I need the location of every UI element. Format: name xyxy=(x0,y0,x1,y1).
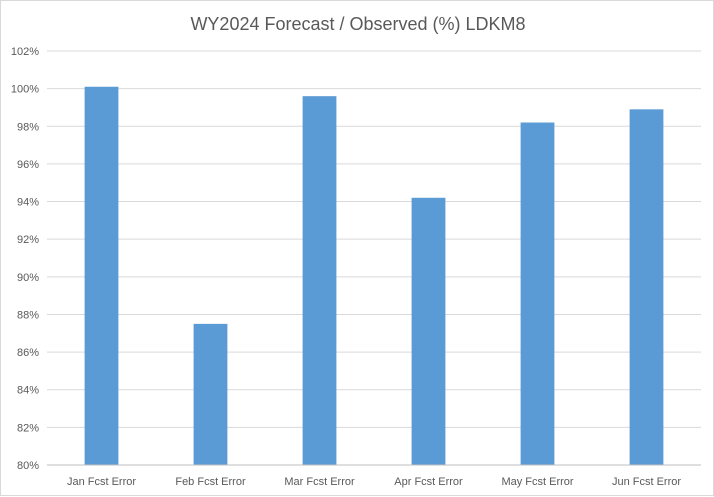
bar-3 xyxy=(302,96,337,465)
y-tick-label: 98% xyxy=(17,121,39,133)
bars xyxy=(84,86,664,466)
y-tick-label: 90% xyxy=(17,272,39,284)
bar-1 xyxy=(84,86,119,465)
y-tick-label: 80% xyxy=(17,460,39,472)
y-tick-label: 102% xyxy=(11,46,39,58)
x-tick-label: May Fcst Error xyxy=(501,476,573,488)
bar-2 xyxy=(193,323,228,465)
x-axis: Jan Fcst Error Feb Fcst Error Mar Fcst Err… xyxy=(67,476,681,488)
bar-5 xyxy=(520,122,555,465)
bar-6 xyxy=(629,109,664,465)
x-tick-label: Mar Fcst Error xyxy=(284,476,355,488)
y-tick-label: 92% xyxy=(17,234,39,246)
y-tick-label: 86% xyxy=(17,347,39,359)
y-tick-label: 96% xyxy=(17,159,39,171)
y-tick-label: 82% xyxy=(17,422,39,434)
y-tick-label: 100% xyxy=(11,84,39,96)
y-tick-label: 88% xyxy=(17,309,39,321)
bar-4 xyxy=(411,197,446,466)
x-tick-label: Apr Fcst Error xyxy=(394,476,463,488)
x-tick-label: Feb Fcst Error xyxy=(175,476,246,488)
y-tick-label: 94% xyxy=(17,197,39,209)
x-tick-label: Jun Fcst Error xyxy=(612,476,681,488)
x-tick-label: Jan Fcst Error xyxy=(67,476,136,488)
y-tick-label: 84% xyxy=(17,385,39,397)
chart-title: WY2024 Forecast / Observed (%) LDKM8 xyxy=(190,14,525,34)
gridlines xyxy=(47,50,701,428)
y-axis: 80% 82% 84% 86% 88% 90% 92% 94% 96% 98% 100% 102% xyxy=(11,46,39,472)
